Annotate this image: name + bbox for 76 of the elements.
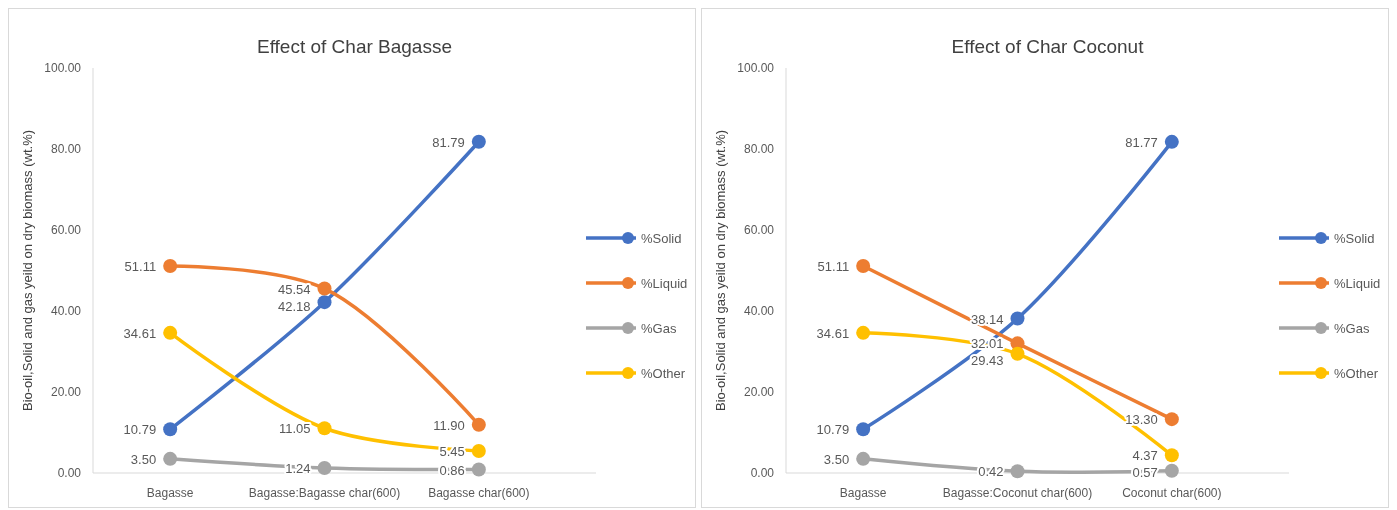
x-tick-label: Bagasse:Bagasse char(600) bbox=[248, 486, 401, 500]
legend-label: %Solid bbox=[641, 231, 682, 246]
chart-title: Effect of Char Bagasse bbox=[256, 36, 453, 57]
x-tick-label: Bagasse:Coconut char(600) bbox=[942, 486, 1093, 500]
point bbox=[1010, 311, 1025, 326]
y-axis-title: Bio-oil,Solid and gas yeild on dry biomass (wt.%) bbox=[713, 129, 728, 412]
data-label: 29.43 bbox=[970, 353, 1004, 369]
data-label: 10.79 bbox=[816, 422, 850, 438]
data-label: 3.50 bbox=[130, 451, 157, 467]
x-tick-label: Bagasse char(600) bbox=[428, 486, 530, 500]
legend-label: %Solid bbox=[1334, 231, 1375, 246]
data-label: 34.61 bbox=[123, 325, 157, 341]
point bbox=[856, 422, 871, 437]
point bbox=[1164, 463, 1179, 478]
legend-label: %Other bbox=[641, 366, 686, 381]
point bbox=[471, 134, 486, 149]
point bbox=[1010, 346, 1025, 361]
point bbox=[163, 325, 178, 340]
y-tick-label: 40.00 bbox=[50, 304, 82, 318]
point bbox=[1164, 134, 1179, 149]
point bbox=[317, 460, 332, 475]
y-tick-label: 40.00 bbox=[743, 304, 775, 318]
point bbox=[317, 421, 332, 436]
data-label: 0.42 bbox=[978, 464, 1004, 480]
y-axis-title: Bio-oil,Solid and gas yeild on dry biomass (wt.%) bbox=[20, 129, 35, 412]
y-tick-label: 60.00 bbox=[50, 223, 82, 237]
chart-title: Effect of Char Coconut bbox=[951, 36, 1145, 57]
point bbox=[856, 451, 871, 466]
y-tick-label: 60.00 bbox=[743, 223, 775, 237]
data-label: 81.79 bbox=[432, 134, 465, 150]
x-tick-label: Coconut char(600) bbox=[1122, 486, 1222, 500]
x-tick-label: Bagasse bbox=[146, 486, 194, 500]
legend-label: %Other bbox=[1334, 366, 1379, 381]
point bbox=[471, 417, 486, 432]
y-tick-label: 20.00 bbox=[743, 385, 775, 399]
data-label: 1.24 bbox=[285, 460, 311, 476]
point bbox=[163, 422, 178, 437]
point bbox=[471, 462, 486, 477]
data-label: 11.05 bbox=[278, 421, 311, 437]
point bbox=[1164, 448, 1179, 463]
data-label: 51.11 bbox=[817, 259, 850, 274]
data-label: 3.50 bbox=[823, 451, 850, 467]
point bbox=[163, 451, 178, 466]
data-label: 10.79 bbox=[123, 422, 157, 438]
data-label: 0.86 bbox=[439, 462, 465, 478]
data-label: 42.18 bbox=[277, 298, 311, 314]
point bbox=[856, 259, 871, 273]
point bbox=[317, 295, 332, 310]
data-label: 51.11 bbox=[124, 259, 157, 274]
data-label: 0.57 bbox=[1132, 465, 1158, 481]
y-tick-label: 100.00 bbox=[737, 61, 775, 75]
legend-label: %Gas bbox=[641, 321, 677, 336]
y-tick-label: 20.00 bbox=[50, 385, 82, 399]
point bbox=[856, 325, 871, 340]
data-label: 81.77 bbox=[1125, 134, 1158, 150]
y-tick-label: 100.00 bbox=[44, 61, 82, 75]
data-label: 11.90 bbox=[433, 417, 465, 433]
point bbox=[1164, 412, 1179, 427]
legend-label: %Gas bbox=[1334, 321, 1370, 336]
legend-label: %Liquid bbox=[1334, 276, 1381, 291]
data-label: 45.54 bbox=[277, 281, 311, 297]
y-tick-label: 80.00 bbox=[743, 142, 775, 156]
point bbox=[471, 443, 486, 458]
point bbox=[317, 281, 332, 296]
y-tick-label: 0.00 bbox=[57, 466, 82, 480]
point bbox=[163, 259, 178, 273]
y-tick-label: 0.00 bbox=[750, 466, 775, 480]
data-label: 32.01 bbox=[970, 336, 1004, 352]
x-tick-label: Bagasse bbox=[839, 486, 887, 500]
y-tick-label: 80.00 bbox=[50, 142, 82, 156]
data-label: 4.37 bbox=[1132, 448, 1158, 464]
data-label: 38.14 bbox=[970, 311, 1004, 327]
legend-label: %Liquid bbox=[641, 276, 688, 291]
data-label: 34.61 bbox=[816, 325, 850, 341]
data-label: 13.30 bbox=[1125, 412, 1158, 428]
point bbox=[1010, 464, 1025, 479]
